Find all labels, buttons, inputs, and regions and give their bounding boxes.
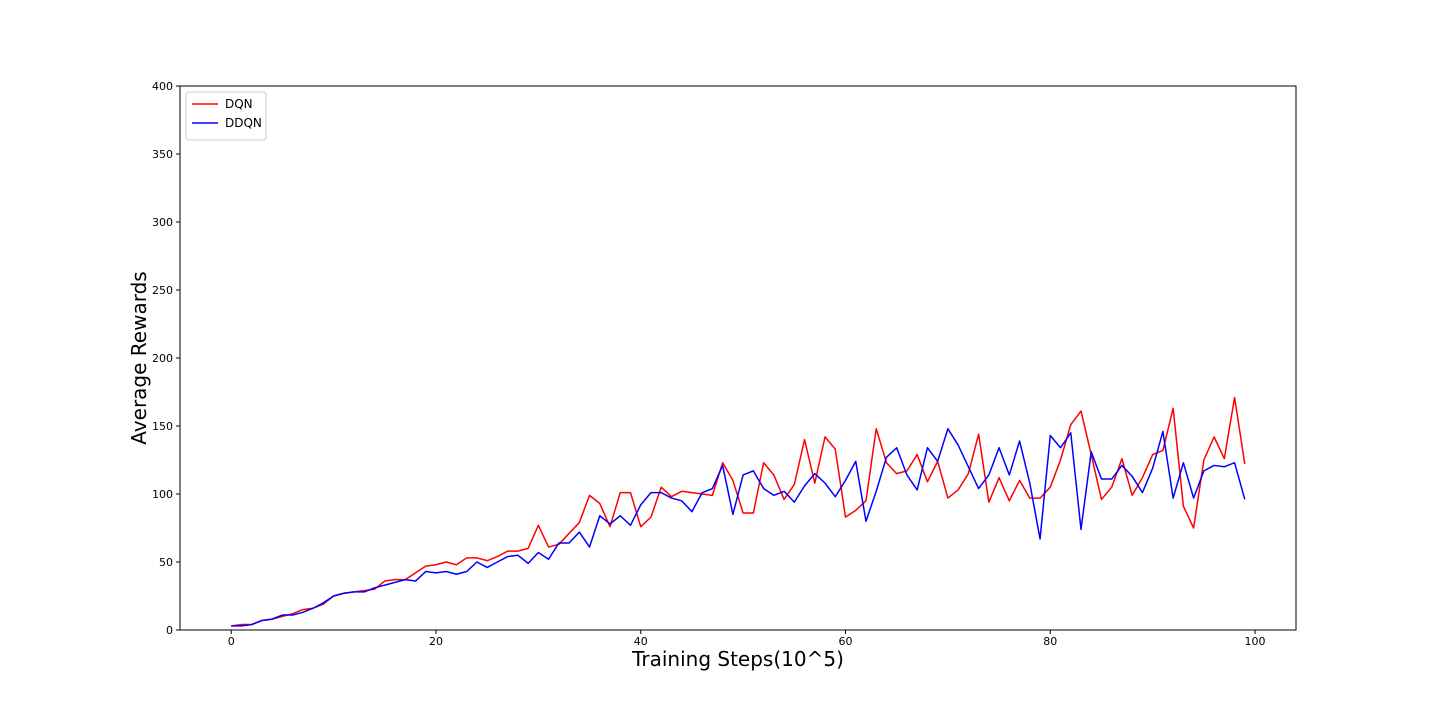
- x-tick-label: 100: [1245, 635, 1266, 648]
- plot-frame: [179, 85, 1297, 631]
- y-tick-label: 50: [159, 556, 173, 569]
- x-axis: 0 20 40 60 80 100: [228, 630, 1266, 648]
- x-tick-label: 40: [634, 635, 648, 648]
- legend-label-ddqn: DDQN: [225, 116, 262, 130]
- x-tick-label: 80: [1043, 635, 1057, 648]
- x-tick-label: 0: [228, 635, 235, 648]
- y-tick-label: 350: [152, 148, 173, 161]
- y-tick-label: 300: [152, 216, 173, 229]
- y-tick-label: 150: [152, 420, 173, 433]
- legend: DQN DDQN: [185, 91, 267, 141]
- y-tick-label: 100: [152, 488, 173, 501]
- x-tick-label: 60: [839, 635, 853, 648]
- x-tick-label: 20: [429, 635, 443, 648]
- series-layer: [231, 396, 1246, 627]
- y-tick-label: 200: [152, 352, 173, 365]
- y-axis-title: Average Rewards: [127, 271, 151, 444]
- y-tick-label: 250: [152, 284, 173, 297]
- series-line-dqn: [231, 396, 1246, 627]
- y-axis: 0 50 100 150 200 250 300 350 400: [152, 80, 180, 637]
- x-axis-title: Training Steps(10^5): [631, 647, 844, 671]
- legend-label-dqn: DQN: [225, 97, 253, 111]
- y-tick-label: 0: [166, 624, 173, 637]
- series-line-ddqn: [231, 427, 1246, 627]
- y-tick-label: 400: [152, 80, 173, 93]
